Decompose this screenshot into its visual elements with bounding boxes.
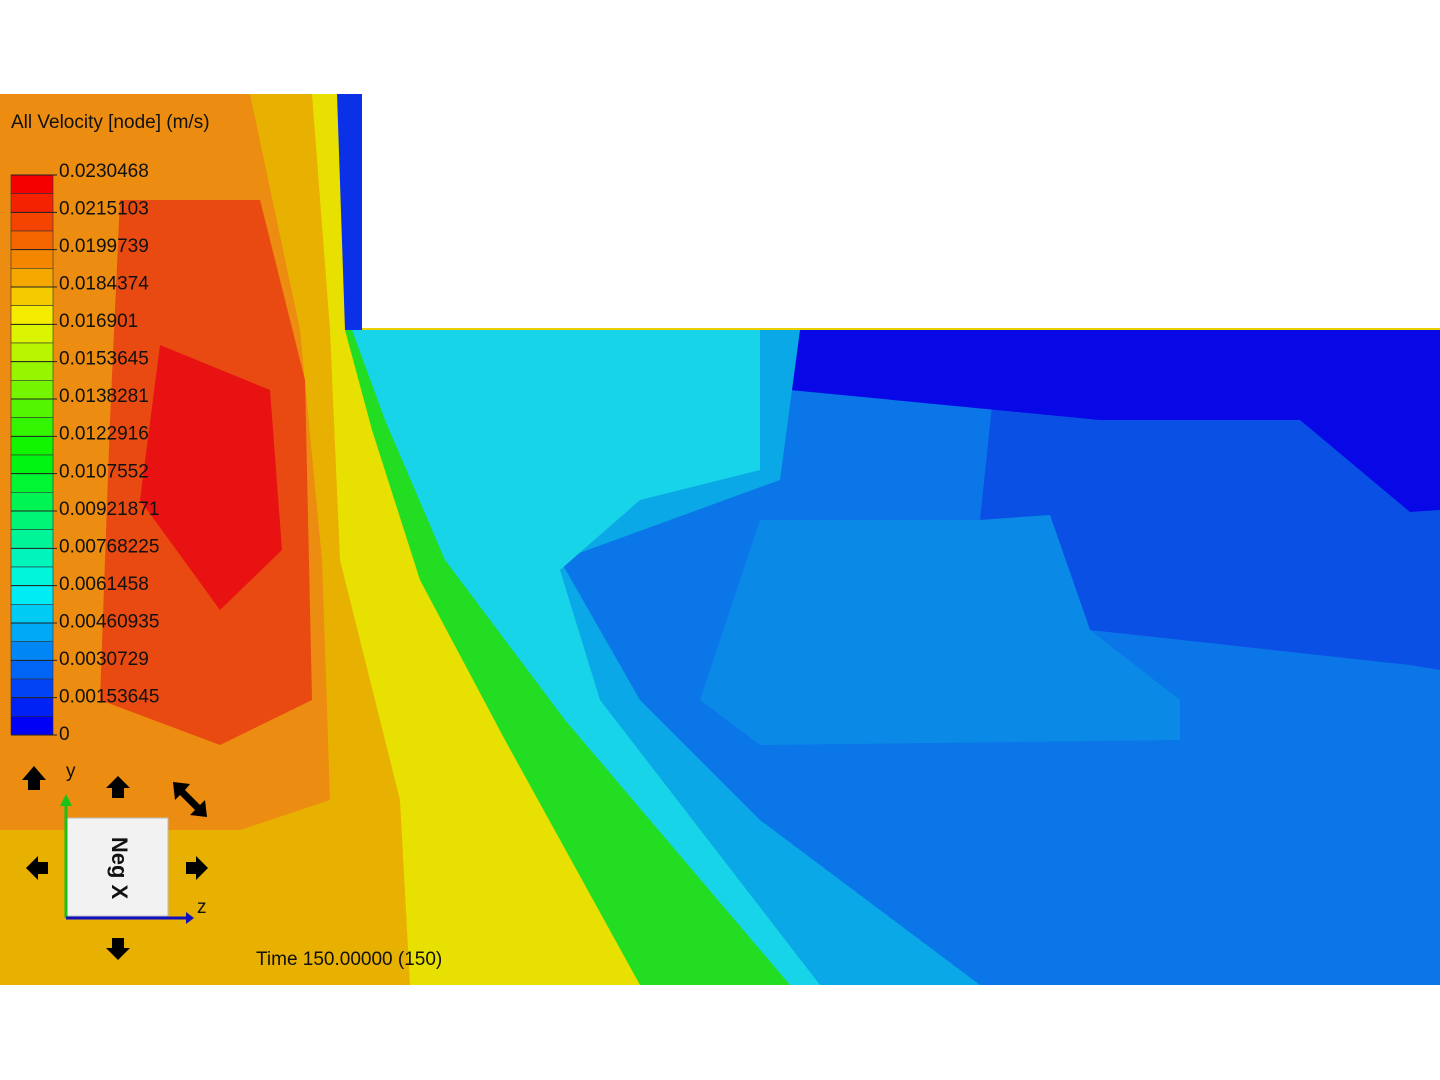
- legend-title: All Velocity [node] (m/s): [11, 112, 210, 133]
- legend-label: 0.0215103: [59, 199, 149, 220]
- legend-label: 0.0199739: [59, 236, 149, 257]
- legend-swatch: [10, 604, 54, 624]
- view-cube-label: Neg X: [107, 837, 132, 900]
- legend-swatch: [10, 436, 54, 456]
- legend-swatch: [10, 305, 54, 325]
- legend-swatch: [10, 230, 54, 250]
- legend-swatch: [10, 454, 54, 474]
- legend-label: 0.00768225: [59, 536, 159, 557]
- legend-label: 0.0230468: [59, 161, 149, 182]
- legend-swatch: [10, 641, 54, 661]
- legend-swatch: [10, 678, 54, 698]
- legend-swatch: [10, 697, 54, 717]
- legend-swatch: [10, 585, 54, 605]
- triad-z: z: [197, 897, 207, 918]
- legend-swatch: [10, 324, 54, 344]
- legend-swatch: [10, 417, 54, 437]
- legend-label: 0.0153645: [59, 349, 149, 370]
- time-label: Time 150.00000 (150): [256, 949, 442, 970]
- legend-swatch: [10, 716, 54, 736]
- legend-label: 0.0030729: [59, 649, 149, 670]
- legend-swatch: [10, 193, 54, 213]
- legend: 0.0230468 0.0215103 0.0199739 0.0184374 0.01…: [10, 161, 159, 745]
- legend-label: 0.00460935: [59, 611, 159, 632]
- legend-label: 0.00921871: [59, 499, 159, 520]
- legend-label: 0.0122916: [59, 424, 149, 445]
- triad-y: y: [66, 761, 76, 782]
- contour-field: [0, 94, 1440, 985]
- legend-swatch: [10, 268, 54, 288]
- legend-label: 0: [59, 724, 70, 745]
- legend-swatch: [10, 473, 54, 493]
- legend-label: 0.016901: [59, 311, 138, 332]
- legend-swatch: [10, 249, 54, 269]
- legend-swatch: [10, 398, 54, 418]
- legend-swatch: [10, 510, 54, 530]
- legend-label: 0.00153645: [59, 686, 159, 707]
- legend-label: 0.0184374: [59, 274, 149, 295]
- legend-swatch: [10, 380, 54, 400]
- legend-swatch: [10, 361, 54, 381]
- legend-swatch: [10, 566, 54, 586]
- legend-swatch: [10, 174, 54, 194]
- legend-swatch: [10, 212, 54, 232]
- legend-swatch: [10, 622, 54, 642]
- legend-swatch: [10, 548, 54, 568]
- legend-swatch: [10, 529, 54, 549]
- legend-swatch: [10, 286, 54, 306]
- legend-label: 0.0138281: [59, 386, 149, 407]
- legend-swatch: [10, 492, 54, 512]
- triad: [22, 766, 208, 960]
- legend-label: 0.0061458: [59, 574, 149, 595]
- legend-label: 0.0107552: [59, 461, 149, 482]
- legend-swatch: [10, 342, 54, 362]
- legend-swatch: [10, 660, 54, 680]
